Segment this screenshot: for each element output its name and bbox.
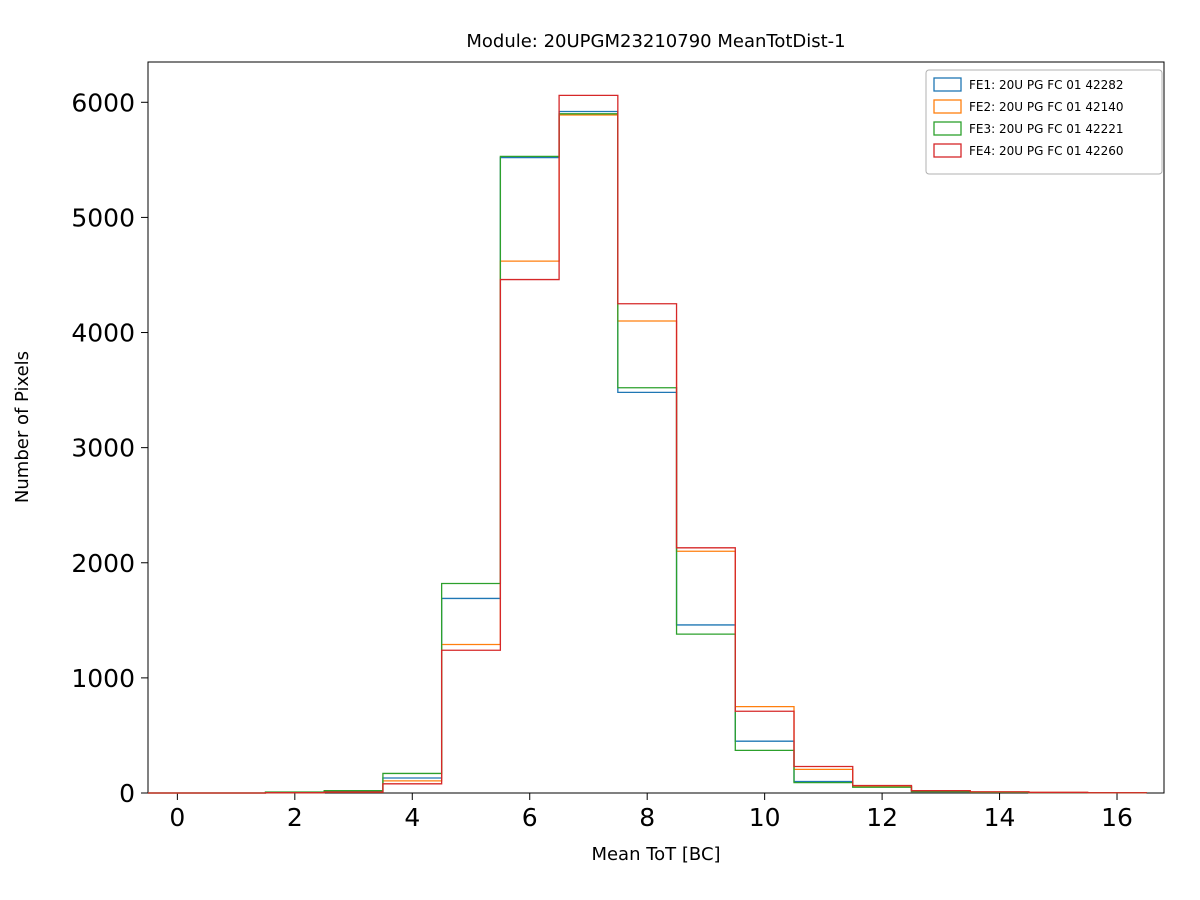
legend-label-4: FE4: 20U PG FC 01 42260	[969, 144, 1124, 158]
y-tick-label: 4000	[71, 319, 135, 348]
hist-step-series-2	[148, 114, 1148, 794]
y-tick-label: 6000	[71, 88, 135, 117]
y-tick-label: 2000	[71, 549, 135, 578]
x-tick-label: 14	[984, 803, 1016, 832]
legend-swatch-3	[933, 121, 962, 136]
legend-label-1: FE1: 20U PG FC 01 42282	[969, 78, 1124, 92]
hist-step-series-3	[148, 113, 1148, 794]
legend-box	[925, 69, 1163, 175]
y-tick-label: 1000	[71, 664, 135, 693]
x-tick-label: 12	[866, 803, 898, 832]
legend-label-2: FE2: 20U PG FC 01 42140	[969, 100, 1124, 114]
x-tick-label: 0	[169, 803, 185, 832]
y-tick-label: 5000	[71, 203, 135, 232]
legend-swatch-2	[933, 99, 962, 114]
hist-step-series-1	[148, 110, 1148, 794]
chart-title: Module: 20UPGM23210790 MeanTotDist-1	[466, 31, 845, 52]
x-tick-label: 10	[749, 803, 781, 832]
y-tick-label: 0	[119, 779, 135, 808]
chart-generated-content: 0 2 4 6 8 10 12 14 16 0 1000 2000 3000 4000 5000 6000 FE…	[71, 61, 1165, 832]
x-tick-label: 2	[287, 803, 303, 832]
plot-border	[147, 61, 1165, 794]
hist-step-series-4	[148, 94, 1148, 794]
legend-swatch-4	[933, 143, 962, 158]
y-tick-label: 3000	[71, 434, 135, 463]
legend-label-3: FE3: 20U PG FC 01 42221	[969, 122, 1124, 136]
x-tick-label: 6	[522, 803, 538, 832]
legend-swatch-1	[933, 77, 962, 92]
x-tick-label: 8	[639, 803, 655, 832]
y-axis-label: Number of Pixels	[12, 351, 33, 503]
x-axis-label: Mean ToT [BC]	[591, 844, 720, 865]
x-tick-label: 16	[1101, 803, 1133, 832]
x-tick-label: 4	[404, 803, 420, 832]
